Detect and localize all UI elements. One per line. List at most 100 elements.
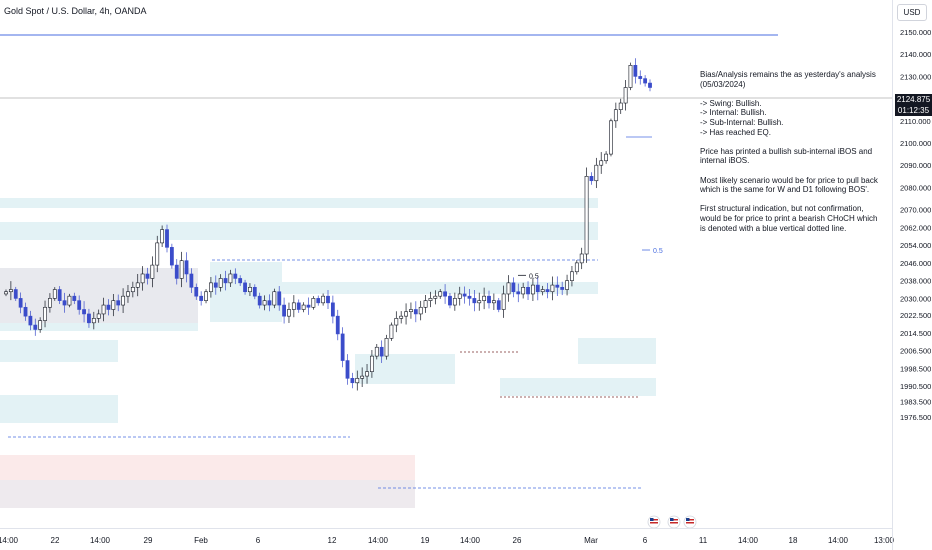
candle: [374, 343, 379, 360]
candle-body: [399, 315, 404, 319]
analysis-note: Bias/Analysis remains the as yesterday's…: [700, 70, 880, 243]
candle: [223, 270, 228, 291]
flag-canton: [650, 518, 654, 521]
candle-body: [550, 284, 555, 293]
candle-body: [67, 295, 72, 306]
candle-body: [223, 278, 228, 284]
candle: [379, 340, 384, 363]
candle: [77, 295, 82, 315]
candle-body: [287, 309, 291, 317]
candle: [23, 302, 28, 321]
candle-body: [262, 300, 267, 306]
candle-body: [345, 360, 350, 379]
candle: [633, 58, 638, 84]
candle: [213, 275, 218, 295]
zone: [0, 198, 598, 208]
analysis-paragraph: First structural indication, but not con…: [700, 204, 878, 233]
candle: [638, 70, 643, 85]
candle: [545, 283, 550, 299]
price-tick-label: 1998.500: [900, 364, 931, 373]
candle: [238, 275, 243, 287]
candle: [418, 300, 423, 321]
candle-body: [23, 306, 28, 317]
candle-body: [531, 284, 535, 295]
candle: [409, 302, 413, 319]
candle: [209, 276, 213, 298]
candle: [91, 311, 96, 330]
candle-body: [535, 284, 540, 293]
price-axis-border: [892, 0, 893, 550]
candle: [365, 364, 369, 384]
candle-body: [184, 260, 189, 275]
price-tick-label: 2030.000: [900, 294, 931, 303]
fib-levels: 0.5 0.5: [518, 248, 663, 280]
candle: [443, 284, 447, 304]
candle-body: [106, 304, 111, 310]
candle-body: [72, 295, 77, 301]
analysis-paragraph: Most likely scenario would be for price …: [700, 175, 878, 195]
candle: [565, 274, 569, 296]
candle: [609, 118, 613, 157]
price-tick-label: 2090.000: [900, 161, 931, 170]
currency-selector[interactable]: USD: [897, 4, 927, 21]
candle: [321, 293, 326, 306]
candle: [521, 282, 526, 299]
candle: [52, 287, 57, 301]
candle: [96, 309, 101, 323]
candle: [106, 299, 111, 316]
candle: [438, 289, 443, 299]
candle-body: [623, 87, 628, 104]
candle-body: [418, 306, 423, 315]
time-tick-label: 12: [328, 536, 337, 545]
price-tick-label: 1976.500: [900, 413, 931, 422]
candle-body: [457, 293, 462, 299]
candle-body: [13, 289, 18, 299]
candle-body: [316, 298, 321, 304]
price-tick-label: 2070.000: [900, 206, 931, 215]
price-tick-label: 2022.500: [900, 311, 931, 320]
candle-body: [291, 302, 296, 310]
candle: [199, 291, 204, 306]
analysis-paragraph: Price has printed a bullish sub-internal…: [700, 146, 873, 166]
candle: [28, 310, 33, 331]
candle: [491, 293, 496, 310]
candle: [428, 291, 433, 308]
fib-level-label: 0.5: [653, 248, 663, 255]
candle-body: [521, 286, 526, 295]
candle-body: [57, 289, 62, 301]
candle: [311, 296, 316, 310]
candle-body: [628, 65, 633, 88]
us-flag-icon[interactable]: [647, 515, 661, 529]
time-axis-border: [0, 528, 892, 529]
zone: [500, 378, 656, 396]
candle: [452, 292, 457, 311]
candle-body: [28, 315, 33, 326]
candle-body: [370, 355, 374, 372]
candle: [589, 172, 594, 185]
candle-body: [409, 309, 413, 313]
candle-body: [248, 286, 252, 293]
candle: [135, 273, 140, 297]
candle: [174, 259, 179, 285]
symbol-title[interactable]: Gold Spot / U.S. Dollar, 4h, OANDA: [4, 6, 147, 16]
candle-body: [389, 324, 394, 339]
analysis-paragraph: -> Swing: Bullish. -> Internal: Bullish.…: [700, 98, 784, 137]
candle-body: [326, 295, 330, 304]
candle: [330, 295, 335, 324]
candle-body: [189, 273, 194, 288]
us-flag-icon[interactable]: [683, 515, 697, 529]
event-icons[interactable]: [647, 515, 697, 529]
us-flag-icon[interactable]: [667, 515, 681, 529]
candle: [511, 277, 516, 298]
candle-body: [394, 318, 399, 326]
candle: [550, 276, 555, 301]
candle: [604, 151, 608, 164]
candle: [496, 297, 501, 313]
candle-body: [199, 295, 204, 301]
candle: [13, 286, 18, 302]
candle: [350, 372, 355, 389]
candle: [472, 290, 477, 312]
candle: [643, 75, 648, 87]
candle: [67, 293, 72, 308]
